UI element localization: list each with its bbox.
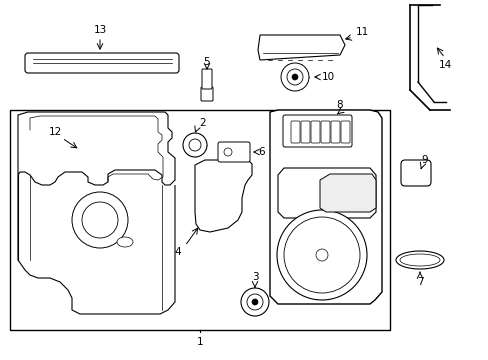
Circle shape	[72, 192, 128, 248]
Ellipse shape	[395, 251, 443, 269]
Ellipse shape	[399, 254, 439, 266]
Circle shape	[246, 294, 263, 310]
Polygon shape	[319, 174, 375, 212]
FancyBboxPatch shape	[400, 160, 430, 186]
FancyBboxPatch shape	[310, 121, 319, 143]
Circle shape	[281, 63, 308, 91]
Polygon shape	[278, 168, 375, 218]
Text: 5: 5	[203, 57, 210, 67]
Text: 11: 11	[355, 27, 368, 37]
Polygon shape	[195, 160, 251, 232]
Polygon shape	[269, 110, 381, 304]
FancyBboxPatch shape	[202, 69, 212, 89]
Text: 4: 4	[174, 247, 181, 257]
FancyBboxPatch shape	[290, 121, 299, 143]
Text: 14: 14	[437, 60, 451, 70]
FancyBboxPatch shape	[201, 87, 213, 101]
FancyBboxPatch shape	[330, 121, 339, 143]
Circle shape	[224, 148, 231, 156]
Circle shape	[286, 69, 303, 85]
Circle shape	[291, 74, 297, 80]
Text: 7: 7	[416, 277, 423, 287]
Polygon shape	[18, 112, 175, 185]
Text: 9: 9	[421, 155, 427, 165]
Text: n: n	[220, 199, 224, 204]
Text: 3: 3	[251, 272, 258, 282]
Text: 6: 6	[258, 147, 265, 157]
FancyBboxPatch shape	[340, 121, 349, 143]
FancyBboxPatch shape	[283, 115, 351, 147]
FancyBboxPatch shape	[301, 121, 309, 143]
Polygon shape	[258, 35, 345, 60]
Text: 2: 2	[199, 118, 206, 128]
Circle shape	[315, 249, 327, 261]
Circle shape	[251, 299, 258, 305]
FancyBboxPatch shape	[320, 121, 329, 143]
Text: 12: 12	[48, 127, 61, 137]
Circle shape	[284, 217, 359, 293]
Text: 10: 10	[321, 72, 334, 82]
Circle shape	[276, 210, 366, 300]
Text: 8: 8	[336, 100, 343, 110]
Circle shape	[241, 288, 268, 316]
Circle shape	[183, 133, 206, 157]
Circle shape	[189, 139, 201, 151]
FancyBboxPatch shape	[25, 53, 179, 73]
FancyBboxPatch shape	[218, 142, 249, 162]
Text: 13: 13	[93, 25, 106, 35]
Ellipse shape	[117, 237, 133, 247]
Circle shape	[82, 202, 118, 238]
Bar	[10, 110, 389, 330]
Text: P: P	[220, 188, 224, 193]
Text: 1: 1	[196, 337, 203, 347]
